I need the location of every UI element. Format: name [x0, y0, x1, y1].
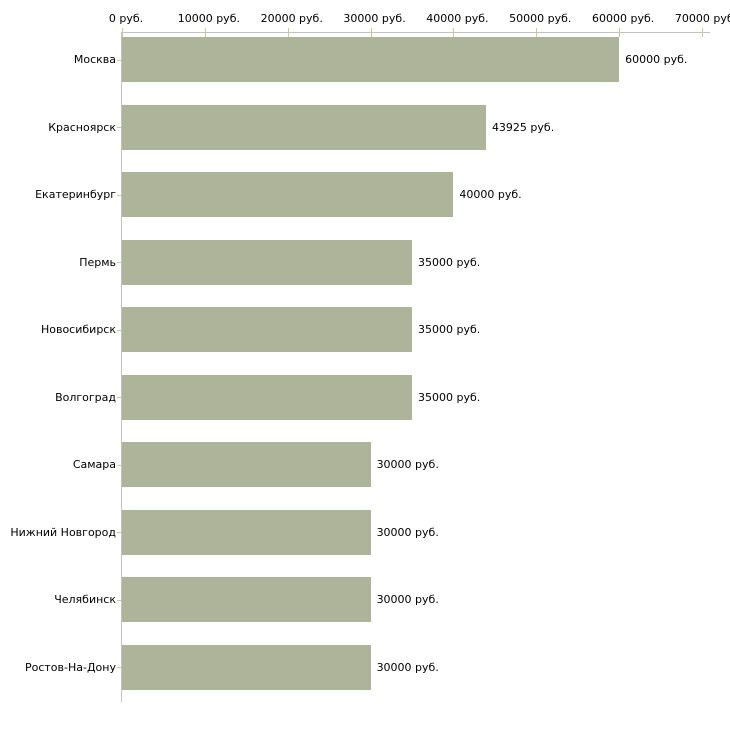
x-axis-tick [453, 28, 455, 37]
y-axis-tick [117, 59, 122, 61]
y-axis-tick [117, 667, 122, 668]
category-label: Красноярск [48, 120, 116, 134]
bar [122, 37, 620, 82]
value-label: 30000 руб. [376, 660, 439, 674]
x-axis-tick [204, 28, 206, 37]
x-tick-label: 60000 руб. [592, 12, 655, 25]
value-label: 35000 руб. [418, 323, 481, 336]
x-axis-tick [370, 28, 372, 37]
bar [122, 239, 412, 285]
y-axis-tick [117, 532, 122, 533]
category-label: Екатеринбург [35, 188, 116, 201]
x-tick-label: 40000 руб. [426, 12, 489, 25]
x-tick-label: 50000 руб. [509, 12, 572, 25]
category-label: Волгоград [55, 390, 116, 404]
value-label: 43925 руб. [491, 120, 555, 134]
x-axis-tick [702, 28, 703, 37]
bar [122, 644, 371, 690]
x-axis-tick [122, 28, 123, 37]
bar [122, 509, 371, 555]
x-axis-tick [536, 28, 538, 37]
y-axis-tick [117, 127, 122, 128]
category-label: Челябинск [54, 593, 116, 606]
bar [122, 374, 412, 420]
value-label: 35000 руб. [418, 255, 481, 269]
value-label: 60000 руб. [625, 53, 688, 66]
x-axis-tick [287, 28, 289, 37]
category-label: Ростов-На-Дону [24, 660, 116, 674]
bar [122, 307, 412, 352]
x-axis-tick [619, 28, 621, 37]
value-label: 30000 руб. [376, 593, 439, 606]
value-label: 30000 руб. [376, 458, 439, 471]
x-tick-label: 10000 руб. [177, 12, 240, 25]
value-label: 35000 руб. [418, 390, 481, 404]
category-label: Нижний Новгород [10, 525, 116, 539]
category-label: Новосибирск [40, 323, 116, 336]
x-axis-line [122, 32, 710, 33]
y-axis-tick [117, 464, 122, 466]
y-axis-tick [117, 599, 122, 601]
y-axis-line [121, 32, 122, 702]
category-label: Москва [73, 53, 116, 66]
x-tick-label: 70000 руб. [674, 12, 730, 25]
x-tick-label: 30000 руб. [343, 12, 406, 25]
y-axis-tick [117, 194, 122, 196]
x-tick-label: 0 руб. [108, 12, 144, 25]
value-label: 40000 руб. [459, 188, 522, 201]
bar [122, 172, 454, 217]
y-axis-tick [117, 329, 122, 331]
bar [122, 577, 371, 622]
y-axis-tick [117, 397, 122, 398]
category-label: Самара [72, 458, 116, 471]
x-tick-label: 20000 руб. [260, 12, 323, 25]
y-axis-tick [117, 262, 122, 263]
category-label: Пермь [79, 255, 116, 269]
bar [122, 442, 371, 487]
bar [122, 104, 486, 150]
value-label: 30000 руб. [376, 525, 439, 539]
